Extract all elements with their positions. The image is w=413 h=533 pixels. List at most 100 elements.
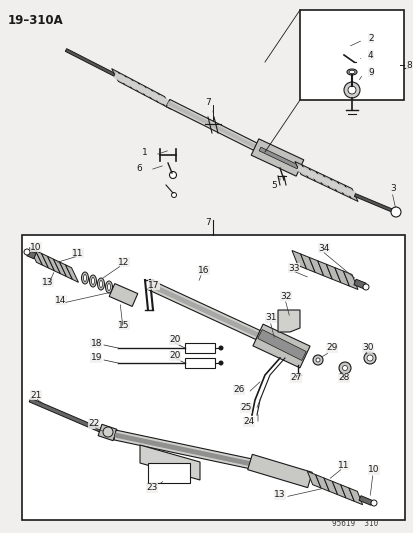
Circle shape [218,360,223,366]
Text: 9: 9 [367,68,373,77]
Ellipse shape [89,275,96,287]
Text: 15: 15 [118,320,129,329]
Polygon shape [109,284,138,306]
Text: 22: 22 [88,419,99,429]
Polygon shape [300,254,314,272]
FancyBboxPatch shape [22,235,404,520]
Text: 1: 1 [142,148,147,157]
Polygon shape [330,179,343,195]
Polygon shape [113,72,169,106]
Polygon shape [315,475,329,491]
Text: 21: 21 [30,391,41,400]
Text: 27: 27 [289,374,301,383]
Bar [185,343,214,353]
Polygon shape [343,271,357,289]
Circle shape [342,366,347,370]
Ellipse shape [107,284,110,290]
Polygon shape [29,248,43,265]
Text: 20: 20 [169,335,180,344]
Circle shape [218,345,223,351]
Text: 8: 8 [405,61,411,69]
Polygon shape [309,257,323,276]
Polygon shape [41,253,55,271]
Text: 2: 2 [367,34,373,43]
Polygon shape [277,310,299,332]
Polygon shape [53,259,66,277]
Polygon shape [149,282,259,337]
Polygon shape [309,168,322,184]
Circle shape [347,86,355,94]
Polygon shape [358,496,372,505]
Circle shape [362,284,368,290]
Bar [185,358,214,368]
Polygon shape [257,329,306,360]
Polygon shape [140,445,199,480]
Text: 24: 24 [243,417,254,426]
Polygon shape [27,250,36,259]
Polygon shape [65,49,115,76]
Text: 11: 11 [337,461,349,470]
Polygon shape [316,172,329,188]
Polygon shape [131,79,145,95]
Ellipse shape [105,281,112,293]
Circle shape [390,207,400,217]
Polygon shape [334,268,349,286]
Polygon shape [151,90,164,106]
Circle shape [363,352,375,364]
Polygon shape [158,93,171,109]
Polygon shape [114,430,280,475]
Polygon shape [29,398,100,432]
Text: 13: 13 [42,278,53,287]
Polygon shape [301,165,315,181]
Polygon shape [167,101,258,150]
Circle shape [312,355,322,365]
Polygon shape [340,484,354,502]
Polygon shape [166,100,259,151]
Polygon shape [118,72,131,88]
Circle shape [370,500,376,506]
Polygon shape [147,280,259,340]
Text: 30: 30 [361,343,373,352]
Text: 28: 28 [337,374,349,383]
Text: 20: 20 [169,351,180,360]
Text: 7: 7 [204,98,210,107]
Polygon shape [344,185,357,201]
Polygon shape [323,478,337,495]
Polygon shape [252,324,309,368]
Text: 17: 17 [147,280,159,289]
Ellipse shape [97,278,104,290]
Text: 5: 5 [271,181,276,190]
Ellipse shape [348,70,354,74]
FancyBboxPatch shape [299,10,403,100]
Text: 23: 23 [146,483,157,492]
Circle shape [366,355,372,361]
Polygon shape [354,193,398,214]
Text: 18: 18 [90,338,102,348]
Text: 33: 33 [287,263,299,272]
Text: 25: 25 [240,403,252,413]
Polygon shape [98,424,116,441]
Text: 29: 29 [325,343,337,352]
Polygon shape [251,139,303,176]
Polygon shape [306,471,320,488]
Ellipse shape [83,274,86,281]
Polygon shape [138,83,151,99]
Text: 16: 16 [197,265,209,274]
Text: 19–310A: 19–310A [8,14,64,27]
Text: 34: 34 [317,244,329,253]
Bar [147,463,190,483]
Text: 14: 14 [55,295,66,304]
Polygon shape [247,454,311,488]
Polygon shape [112,69,125,85]
Text: 7: 7 [204,217,210,227]
Text: 6: 6 [136,164,142,173]
Ellipse shape [346,69,356,75]
Polygon shape [353,279,365,289]
Polygon shape [259,147,298,169]
Text: 13: 13 [273,490,285,499]
Polygon shape [59,262,72,279]
Polygon shape [47,256,60,274]
Text: 31: 31 [264,313,276,322]
Polygon shape [125,76,138,92]
Circle shape [171,192,176,198]
